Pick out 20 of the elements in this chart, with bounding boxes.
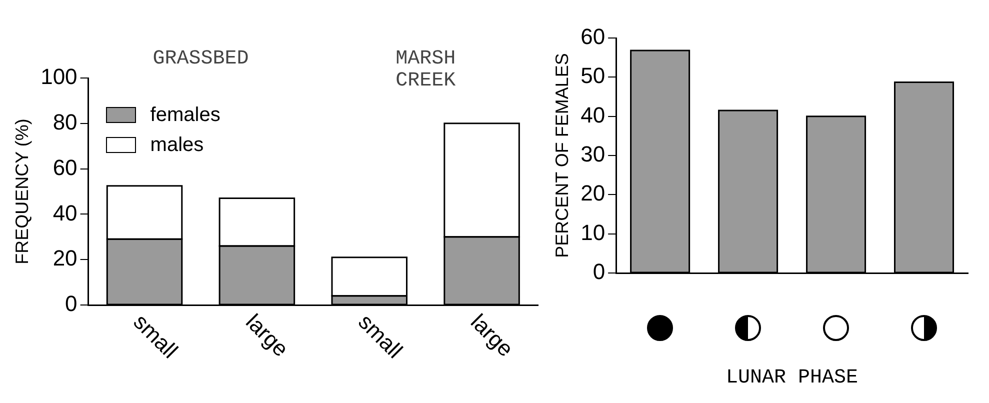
y-tick-label: 60 [52, 154, 78, 180]
y-tick-label: 20 [580, 180, 606, 206]
y-tick-label: 10 [580, 220, 606, 245]
y-tick-label: 30 [580, 142, 606, 167]
y-tick-label: 60 [580, 24, 606, 50]
series-label: males [150, 134, 204, 156]
y-tick-label: 20 [52, 246, 78, 271]
x-axis-title: LUNAR PHASE [726, 366, 858, 390]
y-tick-label: 40 [580, 102, 606, 128]
legend-label: females [150, 104, 220, 126]
y-tick-label: 0 [592, 259, 606, 284]
y-axis-title: PERCENT OF FEMALES [552, 53, 572, 258]
y-tick-label: 50 [580, 63, 606, 88]
y-tick-label: 0 [65, 291, 78, 316]
annotation: MARSH CREEK [396, 47, 456, 92]
text: GRASSBED [152, 47, 249, 70]
y-tick-label: 100 [40, 64, 78, 90]
y-tick-label: 40 [52, 200, 78, 226]
y-axis-title: FREQUENCY (%) [12, 118, 32, 264]
y-tick-label: 80 [52, 109, 78, 134]
